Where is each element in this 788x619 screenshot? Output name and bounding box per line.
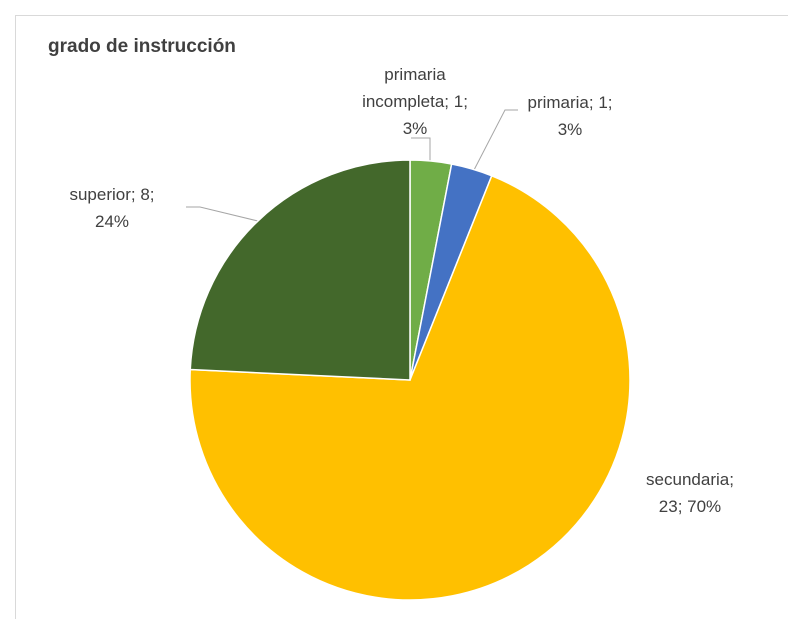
data-label-line: 24% <box>95 212 129 231</box>
leader-lines <box>186 109 518 223</box>
data-label-line: 3% <box>558 120 583 139</box>
chart-title: grado de instrucción <box>48 36 236 57</box>
leader-line <box>411 137 431 162</box>
data-label: secundaria; 23; 70% <box>646 470 734 516</box>
data-label: superior; 8; 24% <box>69 185 154 231</box>
leader-line <box>186 206 263 223</box>
pie-slice <box>189 159 411 381</box>
data-label-line: primaria <box>384 65 446 84</box>
data-label: primaria; 1; 3% <box>527 93 612 139</box>
data-label-line: 3% <box>403 119 428 138</box>
data-label-line: 23; 70% <box>659 497 721 516</box>
data-label-line: secundaria; <box>646 470 734 489</box>
data-label-line: incompleta; 1; <box>362 92 468 111</box>
data-label-line: primaria; 1; <box>527 93 612 112</box>
leader-line <box>473 109 518 171</box>
pie-slice <box>189 174 631 601</box>
data-label: primaria incompleta; 1; 3% <box>362 65 468 138</box>
data-label-line: superior; 8; <box>69 185 154 204</box>
